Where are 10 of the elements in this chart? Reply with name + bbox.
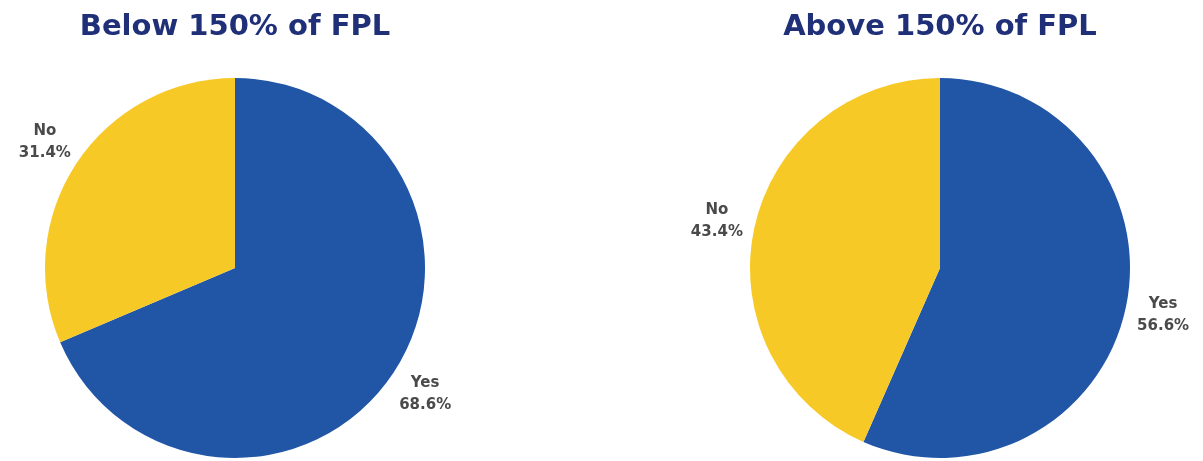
data-label: 56.6% xyxy=(1137,315,1190,334)
chart-title: Below 150% of FPL xyxy=(78,8,392,42)
data-label: 43.4% xyxy=(690,221,743,240)
data-label: 68.6% xyxy=(399,394,452,413)
data-label: 31.4% xyxy=(18,143,71,162)
slice-label: No xyxy=(33,121,57,140)
chart-title: Above 150% of FPL xyxy=(782,8,1098,42)
slice-label: Yes xyxy=(1147,293,1178,312)
slice-label: No xyxy=(705,199,729,218)
slice-label: Yes xyxy=(409,372,440,391)
